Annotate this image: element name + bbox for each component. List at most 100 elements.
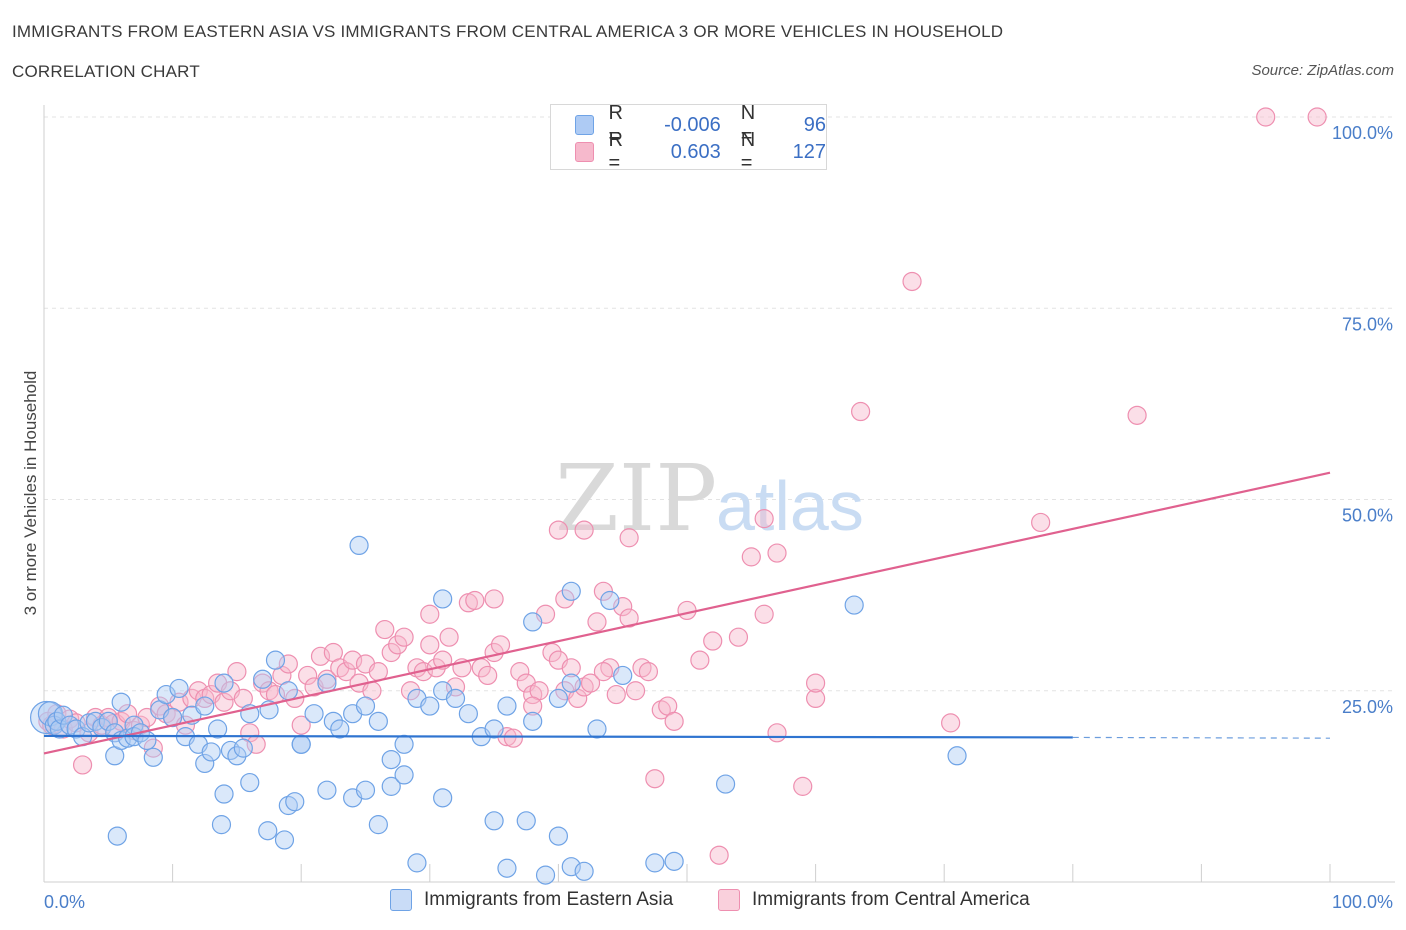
- data-point-eastern-asia: [233, 738, 253, 758]
- data-point-eastern-asia: [587, 719, 607, 739]
- trend-line-central-america: [43, 471, 1331, 755]
- data-point-eastern-asia: [278, 681, 298, 701]
- data-point-central-america: [638, 662, 659, 682]
- data-point-central-america: [728, 627, 749, 647]
- data-point-eastern-asia: [137, 730, 157, 751]
- data-point-eastern-asia: [214, 673, 234, 693]
- data-point-central-america: [561, 658, 581, 678]
- data-point-eastern-asia: [214, 784, 234, 804]
- data-point-central-america: [574, 520, 594, 540]
- data-point-central-america: [484, 589, 504, 609]
- legend-r-value: 0.603: [670, 140, 721, 163]
- data-point-central-america: [336, 662, 356, 682]
- trend-lines: [43, 471, 1331, 755]
- data-point-central-america: [503, 728, 523, 748]
- data-point-eastern-asia: [227, 746, 247, 766]
- legend-swatch-pink: [718, 889, 740, 911]
- chart-title: IMMIGRANTS FROM EASTERN ASIA VS IMMIGRAN…: [12, 22, 1004, 41]
- data-point-central-america: [420, 635, 440, 655]
- data-point-eastern-asia: [195, 753, 215, 774]
- data-point-central-america: [394, 627, 414, 647]
- data-point-central-america: [580, 673, 601, 693]
- data-point-central-america: [902, 271, 922, 292]
- data-point-central-america: [619, 608, 639, 628]
- data-point-central-america: [478, 665, 498, 686]
- data-point-eastern-asia: [211, 815, 232, 835]
- data-point-eastern-asia: [304, 704, 324, 724]
- data-point-eastern-asia: [516, 811, 536, 831]
- data-point-eastern-asia: [98, 711, 118, 731]
- legend-n-value: 96: [803, 113, 826, 136]
- data-point-central-america: [767, 723, 787, 743]
- data-point-central-america: [677, 600, 697, 621]
- data-point-eastern-asia: [600, 590, 620, 611]
- legend-swatch-blue: [390, 889, 412, 911]
- data-point-eastern-asia: [548, 688, 569, 709]
- x-tick-label: 0.0%: [44, 892, 85, 912]
- data-point-central-america: [805, 688, 826, 709]
- series-eastern-asia: [29, 535, 967, 885]
- data-point-central-america: [72, 755, 93, 775]
- data-point-central-america: [690, 650, 710, 670]
- data-point-eastern-asia: [195, 696, 215, 716]
- data-point-eastern-asia: [844, 595, 864, 615]
- data-point-central-america: [664, 711, 684, 731]
- data-point-eastern-asia: [433, 589, 453, 609]
- data-point-central-america: [368, 662, 388, 682]
- data-point-eastern-asia: [497, 858, 517, 878]
- data-point-eastern-asia: [368, 815, 388, 835]
- data-point-eastern-asia: [355, 696, 376, 716]
- data-point-eastern-asia: [561, 857, 581, 877]
- data-point-eastern-asia: [561, 673, 581, 693]
- data-point-eastern-asia: [53, 705, 73, 725]
- y-axis-label: 3 or more Vehicles in Household: [21, 371, 40, 616]
- data-point-eastern-asia: [285, 792, 305, 812]
- data-point-eastern-asia: [433, 788, 453, 808]
- data-point-eastern-asia: [368, 711, 388, 731]
- watermark: ZIP atlas: [555, 445, 864, 552]
- legend-label-eastern-asia: Immigrants from Eastern Asia: [424, 889, 674, 910]
- data-point-central-america: [375, 619, 395, 640]
- data-point-central-america: [793, 776, 813, 796]
- y-tick-label: 75.0%: [1342, 314, 1393, 334]
- data-point-eastern-asia: [317, 780, 337, 800]
- data-point-central-america: [548, 520, 569, 540]
- data-point-eastern-asia: [291, 734, 311, 754]
- data-point-central-america: [117, 704, 138, 724]
- data-point-central-america: [703, 631, 723, 651]
- data-point-eastern-asia: [265, 650, 286, 670]
- data-point-central-america: [1256, 107, 1276, 127]
- legend-swatch-pink: [575, 142, 595, 162]
- data-point-central-america: [619, 528, 639, 548]
- data-point-central-america: [400, 681, 421, 701]
- data-point-central-america: [420, 604, 440, 624]
- data-point-central-america: [214, 692, 234, 712]
- data-point-eastern-asia: [407, 853, 427, 873]
- data-point-central-america: [555, 589, 575, 609]
- tick-labels: 100.0% 75.0% 50.0% 25.0% 0.0% 100.0%: [44, 123, 1393, 912]
- legend-r-value: -0.006: [664, 113, 721, 136]
- correlation-legend: R = -0.006 N = 96 R = 0.603 N = 127: [550, 102, 827, 174]
- trend-line-eastern-asia-extension: [1072, 736, 1331, 739]
- data-point-central-america: [439, 627, 459, 647]
- data-point-eastern-asia: [445, 688, 466, 709]
- data-point-eastern-asia: [274, 830, 295, 850]
- data-point-central-america: [767, 543, 787, 563]
- data-point-eastern-asia: [645, 853, 665, 873]
- data-point-central-america: [510, 662, 530, 682]
- data-point-eastern-asia: [548, 826, 569, 846]
- data-point-central-america: [587, 612, 607, 632]
- data-point-eastern-asia: [664, 851, 684, 871]
- data-point-eastern-asia: [523, 711, 543, 731]
- data-point-eastern-asia: [143, 747, 163, 767]
- y-tick-label: 50.0%: [1342, 506, 1393, 526]
- legend-n-label: N =: [740, 102, 756, 147]
- legend-row-central-america: R = 0.603 N = 127: [575, 129, 826, 174]
- data-point-central-america: [754, 509, 774, 529]
- legend-swatch-blue: [575, 115, 595, 135]
- data-point-central-america: [298, 665, 318, 686]
- data-point-central-america: [741, 547, 761, 567]
- data-point-eastern-asia: [458, 704, 478, 724]
- data-point-central-america: [465, 590, 485, 611]
